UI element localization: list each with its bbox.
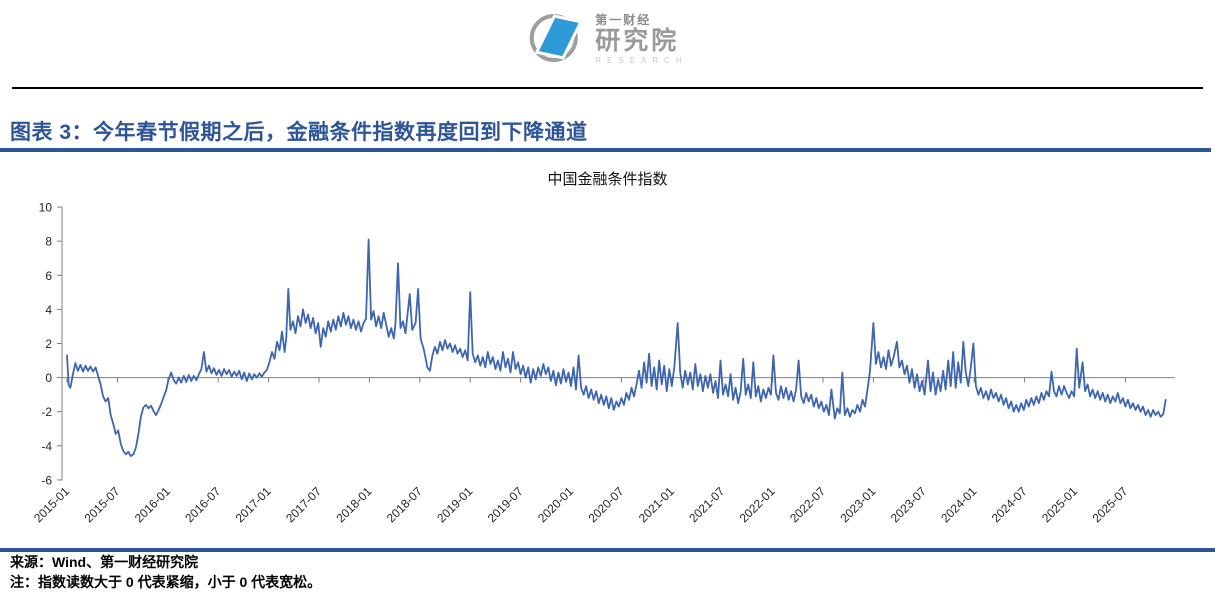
top-divider	[12, 87, 1203, 89]
svg-text:2018-07: 2018-07	[384, 484, 425, 525]
svg-text:2: 2	[45, 337, 52, 351]
svg-text:2016-01: 2016-01	[132, 484, 173, 525]
svg-text:2023-01: 2023-01	[837, 484, 878, 525]
svg-text:2018-01: 2018-01	[333, 484, 374, 525]
svg-text:8: 8	[45, 235, 52, 249]
svg-text:-4: -4	[41, 439, 52, 453]
yicai-research-logo: 第一财经 研究院 RESEARCH	[527, 6, 687, 72]
svg-text:2016-07: 2016-07	[182, 484, 223, 525]
svg-text:2025-01: 2025-01	[1039, 484, 1080, 525]
svg-text:2020-07: 2020-07	[585, 484, 626, 525]
logo-brand-en: RESEARCH	[595, 55, 688, 65]
source-note: 来源：Wind、第一财经研究院	[10, 554, 199, 570]
chart-title: 中国金融条件指数	[547, 171, 668, 188]
svg-text:2022-07: 2022-07	[787, 484, 828, 525]
figure-title: 图表 3：今年春节假期之后，金融条件指数再度回到下降通道	[10, 121, 588, 144]
svg-text:4: 4	[45, 303, 52, 317]
title-underline	[0, 148, 1211, 152]
svg-text:2015-01: 2015-01	[31, 484, 72, 525]
svg-text:2019-01: 2019-01	[434, 484, 475, 525]
svg-text:2023-07: 2023-07	[888, 484, 929, 525]
svg-text:2024-07: 2024-07	[989, 484, 1030, 525]
svg-text:-6: -6	[41, 473, 52, 487]
svg-text:2024-01: 2024-01	[938, 484, 979, 525]
reading-note: 注：指数读数大于 0 代表紧缩，小于 0 代表宽松。	[10, 574, 322, 590]
svg-text:2021-01: 2021-01	[636, 484, 677, 525]
svg-text:10: 10	[39, 201, 53, 215]
footer-divider	[0, 548, 1215, 552]
logo-mark-icon	[527, 10, 585, 68]
logo-text: 第一财经 研究院 RESEARCH	[595, 14, 687, 65]
svg-text:2021-07: 2021-07	[686, 484, 727, 525]
svg-text:6: 6	[45, 269, 52, 283]
svg-text:0: 0	[45, 371, 52, 385]
svg-text:2017-01: 2017-01	[233, 484, 274, 525]
logo-institute-cn: 研究院	[595, 26, 680, 55]
svg-text:2022-01: 2022-01	[737, 484, 778, 525]
logo-brand-cn: 第一财经	[595, 12, 652, 27]
svg-text:2020-01: 2020-01	[535, 484, 576, 525]
svg-text:2019-07: 2019-07	[485, 484, 526, 525]
svg-text:2025-07: 2025-07	[1089, 484, 1130, 525]
svg-text:-2: -2	[41, 405, 52, 419]
svg-text:2017-07: 2017-07	[283, 484, 324, 525]
svg-text:2015-07: 2015-07	[81, 484, 122, 525]
